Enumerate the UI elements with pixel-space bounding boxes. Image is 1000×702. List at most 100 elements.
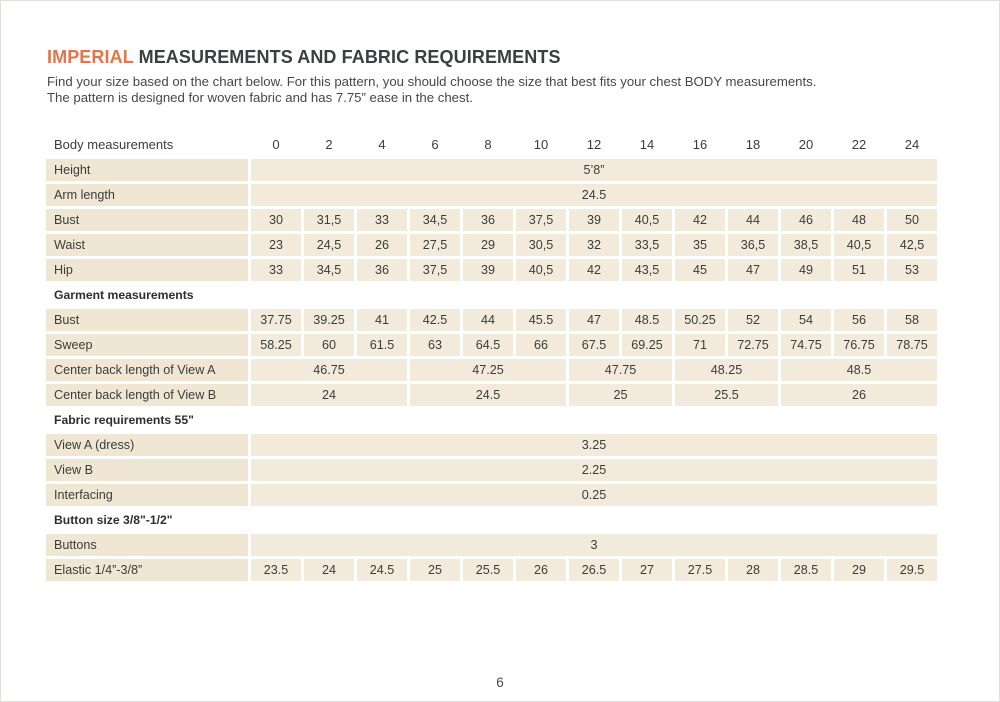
cell-value: 53 <box>887 259 937 281</box>
cell-value: 58.25 <box>251 334 301 356</box>
group-value: 48.25 <box>675 359 778 381</box>
cell-value: 24 <box>304 559 354 581</box>
cell-value: 25 <box>410 559 460 581</box>
cell-value: 48.5 <box>622 309 672 331</box>
cell-value: 32 <box>569 234 619 256</box>
row-label: Bust <box>46 309 248 331</box>
cell-value: 27.5 <box>675 559 725 581</box>
section-label: Button size 3/8"-1/2" <box>54 513 173 527</box>
cell-value: 69.25 <box>622 334 672 356</box>
cell-value: 33 <box>357 209 407 231</box>
row-value: 0.25 <box>251 484 937 506</box>
row-label: Buttons <box>46 534 248 556</box>
row-label: Center back length of View A <box>46 359 248 381</box>
cell-value: 47 <box>728 259 778 281</box>
row-label: View A (dress) <box>46 434 248 456</box>
table-row: Bust 37.75 39.25 41 42.5 44 45.5 47 48.5 50.25 52 5… <box>46 309 937 331</box>
cell-value: 36,5 <box>728 234 778 256</box>
cell-value: 76.75 <box>834 334 884 356</box>
cell-value: 29.5 <box>887 559 937 581</box>
column-header-size-16: 16 <box>692 136 708 152</box>
cell-value: 50 <box>887 209 937 231</box>
row-label: Height <box>46 159 248 181</box>
intro-text: Find your size based on the chart below.… <box>47 74 816 107</box>
cell-value: 44 <box>463 309 513 331</box>
group-value: 48.5 <box>781 359 937 381</box>
cell-value: 43,5 <box>622 259 672 281</box>
cell-value: 29 <box>834 559 884 581</box>
cell-value: 24.5 <box>357 559 407 581</box>
cell-value: 39 <box>569 209 619 231</box>
cell-value: 34,5 <box>304 259 354 281</box>
cell-value: 71 <box>675 334 725 356</box>
cell-value: 30,5 <box>516 234 566 256</box>
cell-value: 28.5 <box>781 559 831 581</box>
row-label: Interfacing <box>46 484 248 506</box>
cell-value: 39 <box>463 259 513 281</box>
cell-value: 24,5 <box>304 234 354 256</box>
cell-value: 42 <box>675 209 725 231</box>
row-value: 3 <box>251 534 937 556</box>
column-header-size-24: 24 <box>904 136 920 152</box>
cell-value: 45 <box>675 259 725 281</box>
cell-value: 28 <box>728 559 778 581</box>
cell-value: 58 <box>887 309 937 331</box>
column-header-body-measurements: Body measurements <box>54 136 174 152</box>
cell-value: 42 <box>569 259 619 281</box>
row-label: Bust <box>46 209 248 231</box>
row-value: 3.25 <box>251 434 937 456</box>
table-row: View A (dress) 3.25 <box>46 434 937 456</box>
group-value: 24 <box>251 384 407 406</box>
table-row: Center back length of View B 24 24.5 25 25.5… <box>46 384 937 406</box>
cell-value: 27 <box>622 559 672 581</box>
cell-value: 56 <box>834 309 884 331</box>
cell-value: 51 <box>834 259 884 281</box>
row-label: Center back length of View B <box>46 384 248 406</box>
row-label: Hip <box>46 259 248 281</box>
cell-value: 30 <box>251 209 301 231</box>
table-row: Height 5’8” <box>46 159 937 181</box>
cell-value: 31,5 <box>304 209 354 231</box>
cell-value: 40,5 <box>622 209 672 231</box>
table-row: Bust 30 31,5 33 34,5 36 37,5 39 40,5 42 44 46 48 50 <box>46 209 937 231</box>
row-value: 24.5 <box>251 184 937 206</box>
row-label: Waist <box>46 234 248 256</box>
cell-value: 38,5 <box>781 234 831 256</box>
cell-value: 36 <box>463 209 513 231</box>
column-header-size-10: 10 <box>533 136 549 152</box>
column-header-size-14: 14 <box>639 136 655 152</box>
table-row: Arm length 24.5 <box>46 184 937 206</box>
cell-value: 74.75 <box>781 334 831 356</box>
section-label: Fabric requirements 55" <box>54 413 194 427</box>
cell-value: 26.5 <box>569 559 619 581</box>
row-label: Arm length <box>46 184 248 206</box>
cell-value: 42,5 <box>887 234 937 256</box>
cell-value: 48 <box>834 209 884 231</box>
cell-value: 42.5 <box>410 309 460 331</box>
cell-value: 44 <box>728 209 778 231</box>
cell-value: 40,5 <box>516 259 566 281</box>
size-chart: Body measurements 0 2 4 6 8 10 12 14 16 18 20 22 24 H… <box>43 129 940 584</box>
column-header-size-22: 22 <box>851 136 867 152</box>
cell-value: 39.25 <box>304 309 354 331</box>
column-header-size-12: 12 <box>586 136 602 152</box>
cell-value: 33,5 <box>622 234 672 256</box>
table-row: Center back length of View A 46.75 47.25 47… <box>46 359 937 381</box>
cell-value: 54 <box>781 309 831 331</box>
size-table-head: Body measurements 0 2 4 6 8 10 12 14 16 18 20 22 24 <box>46 132 937 156</box>
intro-line: The pattern is designed for woven fabric… <box>47 90 473 106</box>
column-header-size-20: 20 <box>798 136 814 152</box>
row-value: 2.25 <box>251 459 937 481</box>
page-title: IMPERIAL MEASUREMENTS AND FABRIC REQUIRE… <box>47 47 561 68</box>
page-title-accent: IMPERIAL <box>47 47 134 67</box>
group-value: 47.75 <box>569 359 672 381</box>
group-value: 26 <box>781 384 937 406</box>
cell-value: 36 <box>357 259 407 281</box>
group-value: 47.25 <box>410 359 566 381</box>
row-label: Elastic 1/4”-3/8” <box>46 559 248 581</box>
column-header-size-2: 2 <box>325 136 333 152</box>
row-label: Sweep <box>46 334 248 356</box>
group-value: 25.5 <box>675 384 778 406</box>
cell-value: 67.5 <box>569 334 619 356</box>
cell-value: 29 <box>463 234 513 256</box>
